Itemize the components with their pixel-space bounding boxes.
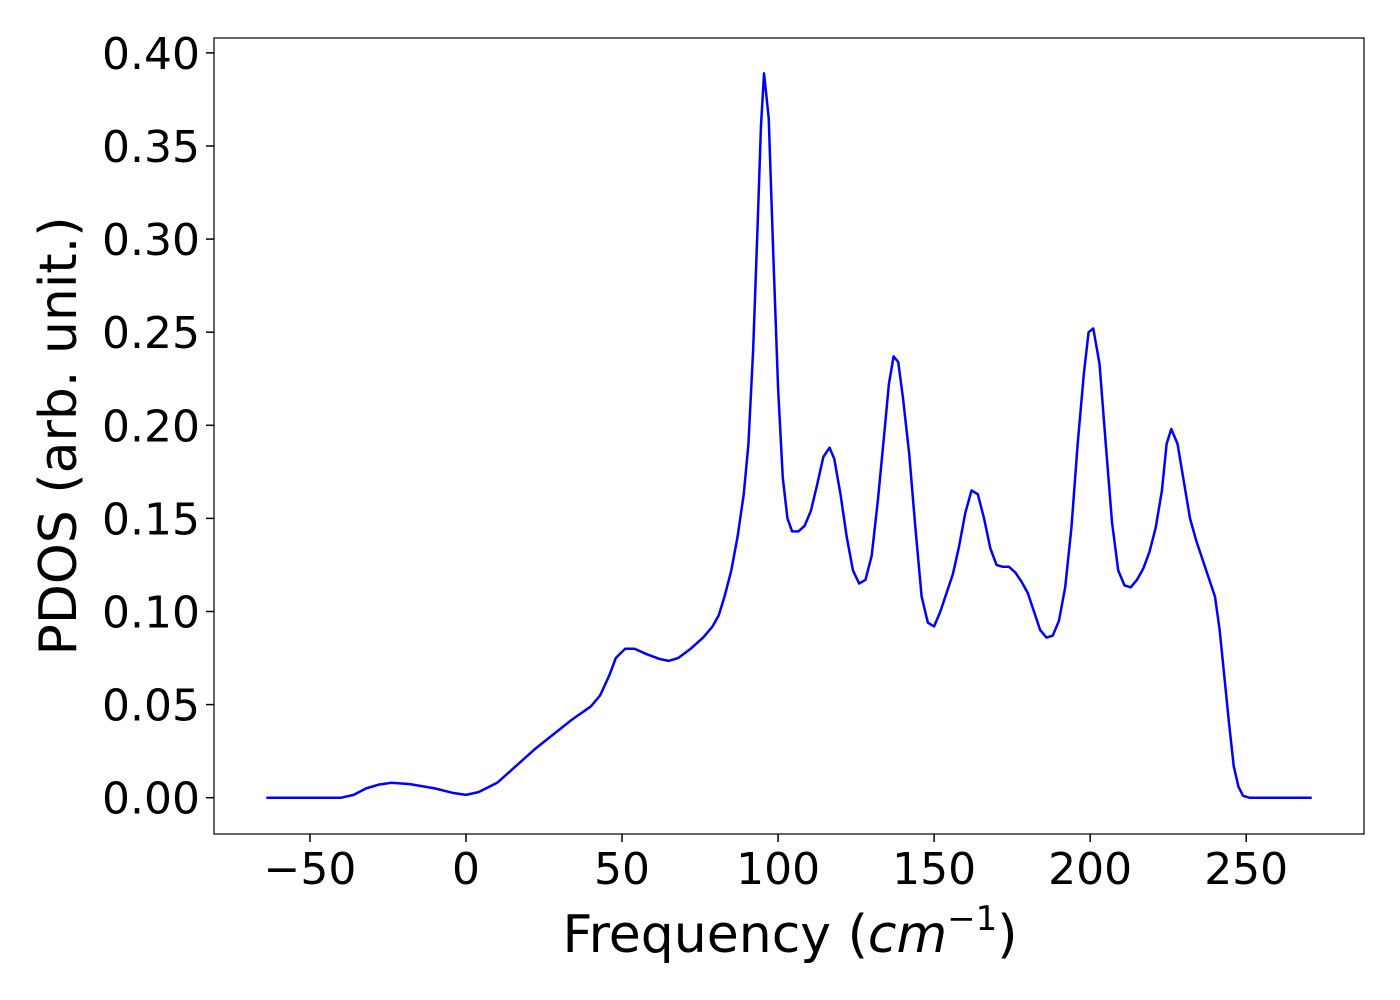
x-tick-label: 100 (736, 844, 820, 895)
y-tick-label: 0.25 (102, 308, 200, 359)
y-tick-label: 0.30 (102, 215, 200, 266)
y-tick-label: 0.35 (102, 122, 200, 173)
x-tick-label: −50 (264, 844, 357, 895)
x-tick-label: 150 (892, 844, 976, 895)
y-tick-label: 0.40 (102, 29, 200, 80)
x-label-part: cm (868, 905, 947, 965)
x-label-part: Frequency ( (562, 905, 867, 965)
y-tick-label: 0.10 (102, 587, 200, 638)
plot-frame (213, 37, 1365, 835)
x-tick-label: 200 (1048, 844, 1132, 895)
y-tick-label: 0.20 (102, 401, 200, 452)
x-tick-label: 50 (594, 844, 650, 895)
x-tick-label: 0 (452, 844, 480, 895)
y-axis-label: PDOS (arb. unit.) (29, 216, 89, 655)
y-tick-label: 0.05 (102, 681, 200, 732)
x-label-part: ) (997, 905, 1017, 965)
x-label-part: −1 (947, 899, 997, 939)
y-tick-label: 0.15 (102, 494, 200, 545)
line-series (266, 72, 1312, 799)
y-tick-label: 0.00 (102, 774, 200, 825)
x-axis-label: Frequency (cm−1) (562, 899, 1017, 965)
x-tick-label: 250 (1204, 844, 1288, 895)
